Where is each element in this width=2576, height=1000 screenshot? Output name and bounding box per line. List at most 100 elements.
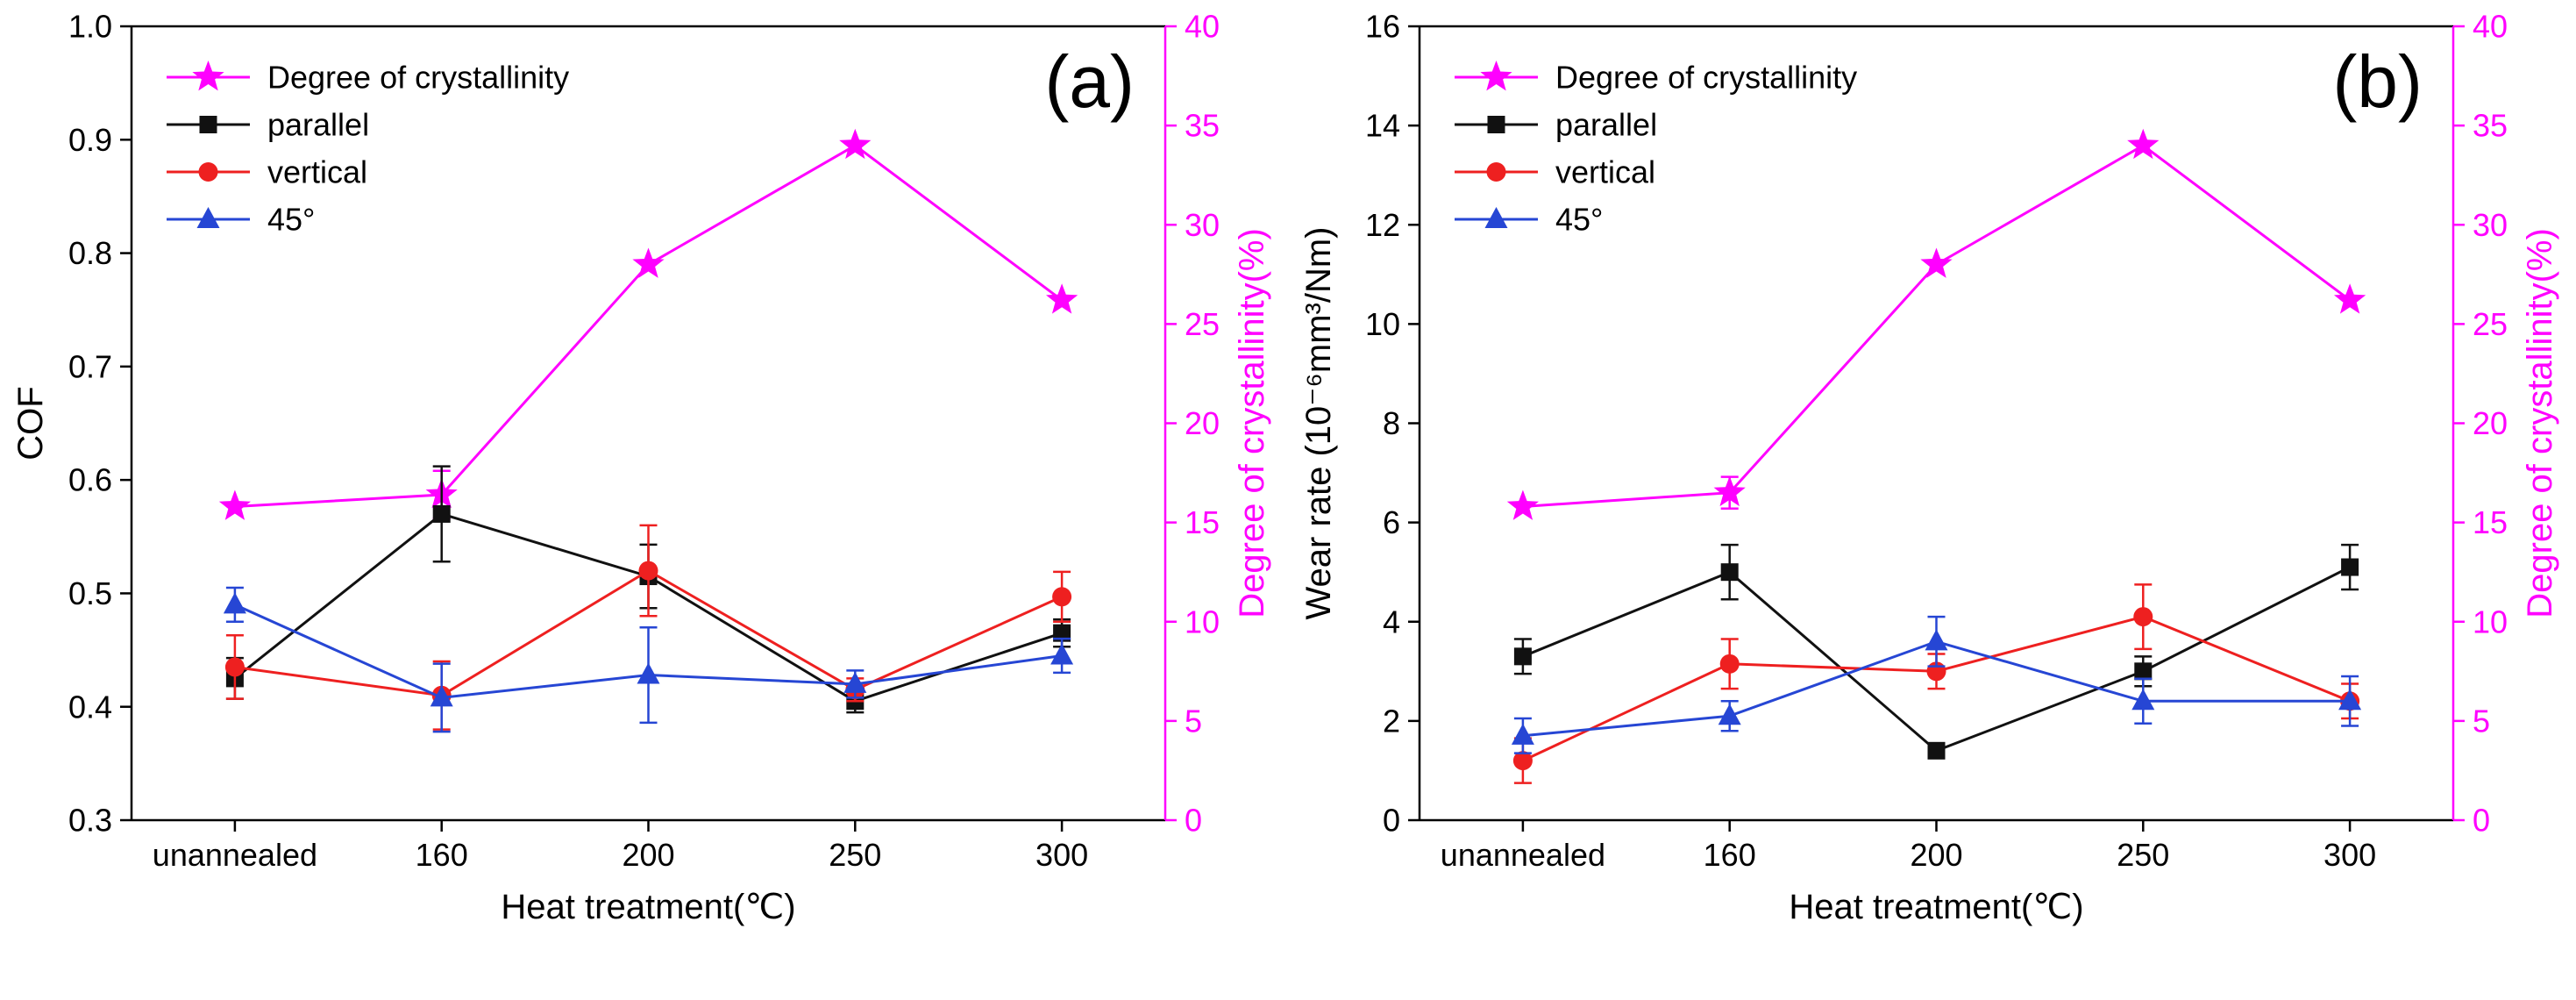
legend-item-45: 45° xyxy=(167,202,315,238)
y-left-tick-label: 0.8 xyxy=(68,235,112,271)
y-right-tick-label: 40 xyxy=(2473,9,2508,45)
y-right-tick-label: 35 xyxy=(2473,108,2508,144)
chart-panel-b: 0 2 4 6 8 10 12 14 16 0 5 10 15 20 25 30 35 40 unannealed 1… xyxy=(1288,0,2576,996)
y-left-tick-label: 6 xyxy=(1383,504,1400,540)
legend-label: Degree of crystallinity xyxy=(1555,60,1857,96)
y-left-axis-title: COF xyxy=(11,386,50,460)
legend-item-parallel: parallel xyxy=(1455,107,1657,143)
legend-label: 45° xyxy=(1555,202,1603,238)
legend-item-vertical: vertical xyxy=(167,154,367,190)
y-left-tick-label: 0.5 xyxy=(68,575,112,611)
marker-square xyxy=(2341,558,2359,576)
y-right-tick-label: 25 xyxy=(1185,306,1220,342)
legend-label: vertical xyxy=(1555,154,1655,190)
y-left-tick-label: 0.9 xyxy=(68,122,112,158)
y-right-tick-label: 35 xyxy=(1185,108,1220,144)
y-right-tick-label: 30 xyxy=(2473,207,2508,243)
marker-circle xyxy=(1719,654,1740,674)
marker-circle xyxy=(224,657,245,677)
series-45 xyxy=(1511,615,2362,754)
marker-star xyxy=(2334,283,2366,314)
marker-square xyxy=(1927,741,1946,760)
series-line xyxy=(1522,144,2351,508)
panel-label: (a) xyxy=(1044,40,1135,123)
legend-label: 45° xyxy=(267,202,315,238)
y-left-tick-label: 0.4 xyxy=(68,689,112,725)
y-right-tick-label: 0 xyxy=(2473,803,2490,839)
marker-star xyxy=(632,247,665,278)
marker-star xyxy=(218,489,251,520)
legend-item-degree-of-crystallinity: Degree of crystallinity xyxy=(1455,60,1857,96)
x-tick-label: unannealed xyxy=(1441,837,1605,873)
y-right-tick-label: 5 xyxy=(1185,703,1202,739)
marker-circle xyxy=(2133,607,2153,627)
y-left-tick-label: 4 xyxy=(1383,604,1400,639)
marker-circle xyxy=(1486,162,1506,182)
marker-square xyxy=(432,504,451,523)
y-right-tick-label: 0 xyxy=(1185,803,1202,839)
marker-circle xyxy=(638,561,658,581)
panel-label: (b) xyxy=(2332,40,2423,123)
marker-star xyxy=(839,128,872,160)
y-left-tick-label: 12 xyxy=(1365,207,1400,243)
x-tick-label: 200 xyxy=(1910,837,1962,873)
x-tick-label: unannealed xyxy=(153,837,317,873)
marker-circle xyxy=(198,162,218,182)
y-left-tick-label: 16 xyxy=(1365,9,1400,45)
x-axis-title: Heat treatment(℃) xyxy=(501,888,795,926)
legend-item-degree-of-crystallinity: Degree of crystallinity xyxy=(167,60,569,96)
y-right-axis-title: Degree of crystallinity(%) xyxy=(2521,228,2559,618)
marker-square xyxy=(199,116,217,133)
x-tick-label: 250 xyxy=(829,837,881,873)
marker-triangle xyxy=(1718,704,1741,725)
legend-label: parallel xyxy=(1555,107,1657,143)
marker-circle xyxy=(1512,751,1533,771)
x-tick-label: 160 xyxy=(416,837,468,873)
series-line xyxy=(234,144,1063,508)
series-45 xyxy=(223,586,1074,733)
marker-triangle xyxy=(1484,207,1508,228)
x-tick-label: 200 xyxy=(622,837,674,873)
marker-square xyxy=(1720,563,1739,582)
y-left-tick-label: 0.6 xyxy=(68,462,112,498)
chart-panel-a: 0.3 0.4 0.5 0.6 0.7 0.8 0.9 1.0 0 5 10 15 20 25 30 35 40… xyxy=(0,0,1288,996)
marker-triangle xyxy=(196,207,220,228)
series-vertical xyxy=(224,524,1072,731)
chart-svg: 0.3 0.4 0.5 0.6 0.7 0.8 0.9 1.0 0 5 10 15 20 25 30 35 40… xyxy=(11,9,1271,926)
marker-star xyxy=(1920,247,1953,278)
y-right-tick-label: 20 xyxy=(1185,405,1220,441)
marker-triangle xyxy=(637,662,660,684)
legend-item-vertical: vertical xyxy=(1455,154,1655,190)
marker-triangle xyxy=(843,671,867,693)
marker-square xyxy=(1513,647,1532,666)
y-right-tick-label: 15 xyxy=(1185,504,1220,540)
y-left-tick-label: 0 xyxy=(1383,803,1400,839)
marker-triangle xyxy=(1511,723,1534,745)
legend-item-45: 45° xyxy=(1455,202,1603,238)
x-tick-label: 250 xyxy=(2117,837,2169,873)
y-right-tick-label: 40 xyxy=(1185,9,1220,45)
y-left-tick-label: 1.0 xyxy=(68,9,112,45)
marker-circle xyxy=(1052,587,1072,607)
marker-square xyxy=(1053,624,1071,642)
y-left-tick-label: 0.3 xyxy=(68,803,112,839)
y-right-tick-label: 30 xyxy=(1185,207,1220,243)
y-right-tick-label: 15 xyxy=(2473,504,2508,540)
marker-star xyxy=(1046,283,1078,314)
marker-triangle xyxy=(1925,629,1948,651)
marker-star xyxy=(1506,489,1539,520)
marker-star xyxy=(1713,475,1746,507)
legend-label: Degree of crystallinity xyxy=(267,60,569,96)
marker-star xyxy=(1480,61,1512,91)
legend-label: vertical xyxy=(267,154,367,190)
y-right-tick-label: 20 xyxy=(2473,405,2508,441)
series-degree-of-crystallinity xyxy=(1506,128,2366,520)
y-right-tick-label: 10 xyxy=(2473,604,2508,639)
x-tick-label: 300 xyxy=(2323,837,2376,873)
marker-triangle xyxy=(2338,689,2362,711)
legend-item-parallel: parallel xyxy=(167,107,369,143)
y-left-tick-label: 8 xyxy=(1383,405,1400,441)
marker-star xyxy=(2127,128,2160,160)
